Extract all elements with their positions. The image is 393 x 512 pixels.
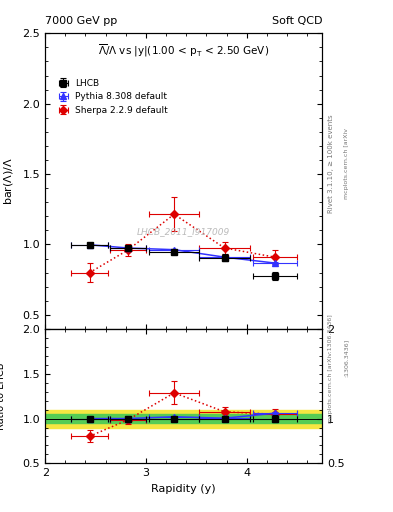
Text: mcplots.cern.ch [arXiv: mcplots.cern.ch [arXiv — [344, 129, 349, 199]
X-axis label: Rapidity (y): Rapidity (y) — [151, 484, 216, 494]
Text: mcplots.cern.ch [arXiv:1306.3436]: mcplots.cern.ch [arXiv:1306.3436] — [328, 314, 333, 423]
Text: :1306.3436]: :1306.3436] — [344, 339, 349, 377]
Bar — [45, 414, 322, 423]
Bar — [45, 410, 322, 428]
Text: $\overline{\Lambda}/\Lambda$ vs |y|(1.00 < p$_\mathrm{T}$ < 2.50 GeV): $\overline{\Lambda}/\Lambda$ vs |y|(1.00… — [98, 42, 269, 59]
Y-axis label: bar($\Lambda$)/$\Lambda$: bar($\Lambda$)/$\Lambda$ — [2, 157, 15, 205]
Legend: LHCB, Pythia 8.308 default, Sherpa 2.2.9 default: LHCB, Pythia 8.308 default, Sherpa 2.2.9… — [53, 76, 171, 118]
Text: Rivet 3.1.10, ≥ 100k events: Rivet 3.1.10, ≥ 100k events — [328, 115, 334, 213]
Text: 7000 GeV pp: 7000 GeV pp — [45, 16, 118, 26]
Text: Soft QCD: Soft QCD — [272, 16, 322, 26]
Text: LHCB_2011_I917009: LHCB_2011_I917009 — [137, 227, 230, 236]
Y-axis label: Ratio to LHCB: Ratio to LHCB — [0, 362, 6, 430]
